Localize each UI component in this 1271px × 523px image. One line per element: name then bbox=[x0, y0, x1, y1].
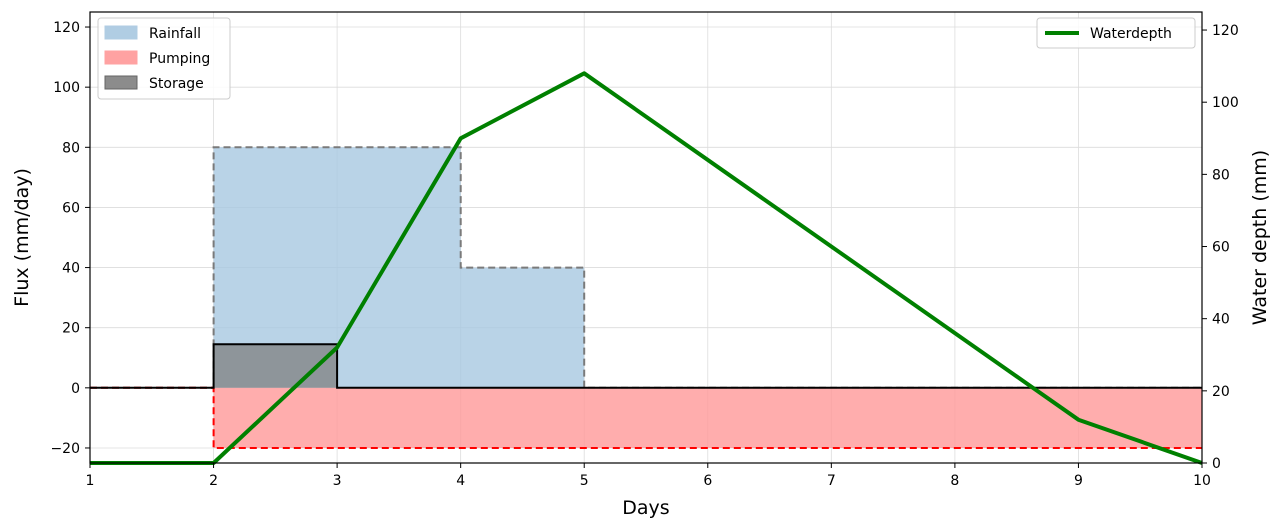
x-tick-label: 9 bbox=[1074, 473, 1083, 489]
y-left-tick-label: 0 bbox=[71, 381, 80, 397]
y-left-tick-label: −20 bbox=[50, 441, 80, 457]
legend-swatch-storage bbox=[104, 75, 138, 90]
x-tick-label: 5 bbox=[580, 473, 589, 489]
x-tick-label: 2 bbox=[209, 473, 218, 489]
x-axis-title: Days bbox=[622, 497, 669, 519]
x-tick-label: 8 bbox=[950, 473, 959, 489]
y-right-axis-title: Water depth (mm) bbox=[1249, 150, 1271, 325]
pumping-area bbox=[90, 387, 1202, 448]
y-left-tick-label: 100 bbox=[53, 80, 80, 96]
y-left-tick-label: 120 bbox=[53, 20, 80, 36]
x-tick-label: 1 bbox=[86, 473, 95, 489]
storage-outline bbox=[90, 343, 1202, 389]
legend-label-pumping: Pumping bbox=[149, 51, 210, 67]
y-right-tick-label: 80 bbox=[1212, 167, 1230, 183]
y-left-tick-label: 40 bbox=[62, 261, 80, 277]
legend-swatch-rainfall bbox=[104, 25, 138, 40]
legend-label-waterdepth: Waterdepth bbox=[1090, 26, 1172, 42]
legend-layer: Rainfall Pumping Storage Waterdepth bbox=[97, 17, 1196, 100]
y-right-tick-label: 60 bbox=[1212, 240, 1230, 256]
legend-swatch-pumping bbox=[104, 50, 138, 65]
y-left-tick-label: 80 bbox=[62, 140, 80, 156]
y-left-tick-label: 60 bbox=[62, 200, 80, 216]
y-left-tick-label: 20 bbox=[62, 321, 80, 337]
y-right-tick-label: 40 bbox=[1212, 312, 1230, 328]
x-tick-label: 4 bbox=[456, 473, 465, 489]
x-tick-label: 10 bbox=[1193, 473, 1211, 489]
series-layer bbox=[90, 71, 1203, 465]
x-tick-label: 6 bbox=[703, 473, 712, 489]
rainfall-outline bbox=[90, 146, 1202, 389]
x-tick-label: 7 bbox=[827, 473, 836, 489]
y-left-axis-title: Flux (mm/day) bbox=[11, 168, 33, 307]
y-right-tick-label: 20 bbox=[1212, 384, 1230, 400]
x-tick-label: 3 bbox=[333, 473, 342, 489]
y-right-tick-label: 0 bbox=[1212, 456, 1221, 472]
storage-area bbox=[90, 344, 1202, 388]
legend-label-storage: Storage bbox=[149, 76, 204, 92]
axes-layer: 1 2 3 4 5 6 7 8 9 10 −20 0 20 40 60 80 100 120 0 20 40 60 80 10… bbox=[11, 11, 1271, 519]
plot-frame bbox=[89, 11, 1203, 464]
y-right-tick-label: 120 bbox=[1212, 23, 1239, 39]
y-right-tick-label: 100 bbox=[1212, 95, 1239, 111]
rainfall-area bbox=[90, 147, 1202, 388]
legend-label-rainfall: Rainfall bbox=[149, 26, 201, 42]
legend-right-box bbox=[1036, 17, 1196, 49]
